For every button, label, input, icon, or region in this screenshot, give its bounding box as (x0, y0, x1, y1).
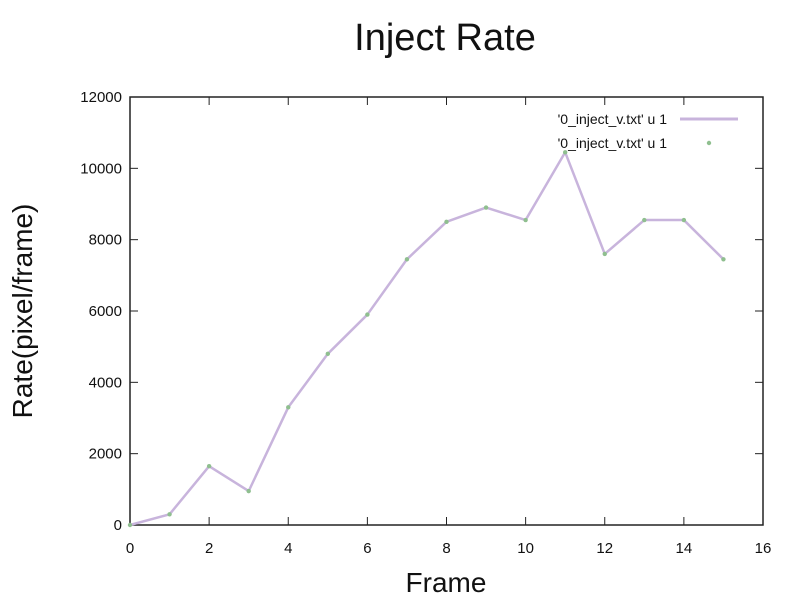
y-tick-label: 8000 (89, 232, 122, 249)
data-point (721, 257, 726, 262)
x-tick-label: 14 (676, 540, 693, 557)
series-line (129, 151, 725, 527)
legend-label-line: '0_inject_v.txt' u 1 (558, 111, 668, 127)
y-tick-label: 0 (114, 517, 122, 534)
x-tick-label: 4 (284, 540, 292, 557)
data-point (642, 217, 647, 223)
data-point (404, 257, 410, 262)
data-point (444, 219, 449, 225)
x-tick-label: 16 (755, 540, 772, 557)
y-tick-label: 4000 (89, 374, 122, 391)
data-point (246, 488, 251, 494)
y-axis-label: Rate(pixel/frame) (7, 204, 38, 419)
x-tick-label: 12 (596, 540, 613, 557)
x-axis: 0 2 4 6 8 10 12 14 16 (126, 97, 772, 557)
data-point (206, 463, 212, 469)
x-tick-label: 6 (363, 540, 371, 557)
data-point (602, 251, 607, 257)
series-layer (127, 150, 726, 528)
legend-swatch-point (706, 140, 712, 146)
data-point (523, 217, 528, 223)
data-point (681, 217, 687, 223)
y-axis: 0 2000 4000 6000 8000 10000 12000 (80, 89, 763, 534)
data-point (562, 150, 568, 155)
data-point (167, 512, 172, 517)
y-tick-label: 12000 (80, 89, 122, 106)
data-point (483, 205, 489, 210)
y-tick-label: 2000 (89, 446, 122, 463)
data-point (127, 522, 133, 528)
x-axis-label: Frame (406, 567, 487, 598)
legend-label-points: '0_inject_v.txt' u 1 (558, 135, 668, 151)
x-tick-label: 2 (205, 540, 213, 557)
y-tick-label: 10000 (80, 160, 122, 177)
x-tick-label: 8 (442, 540, 450, 557)
data-point (365, 312, 370, 317)
chart-title: Inject Rate (354, 17, 536, 59)
data-point (286, 405, 291, 410)
x-tick-label: 10 (517, 540, 534, 557)
x-tick-label: 0 (126, 540, 134, 557)
legend: '0_inject_v.txt' u 1 '0_inject_v.txt' u … (558, 111, 738, 151)
y-tick-label: 6000 (89, 303, 122, 320)
data-point (325, 351, 331, 356)
plot-area-frame (129, 96, 764, 526)
